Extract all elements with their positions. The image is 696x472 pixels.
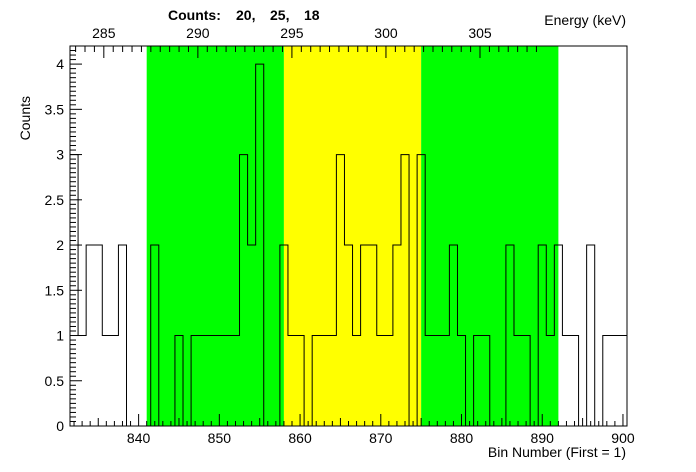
counts-value-3: 18: [304, 7, 320, 23]
y-tick-label: 2.5: [45, 192, 65, 208]
highlight-regions: [146, 46, 559, 426]
top-tick-label: 305: [468, 25, 492, 41]
x-tick-label: 880: [450, 430, 474, 446]
x-tick-label: 860: [288, 430, 312, 446]
x-axis-label: Bin Number (First = 1): [488, 444, 626, 460]
y-tick-label: 2: [56, 237, 64, 253]
top-tick-label: 300: [374, 25, 398, 41]
y-tick-label: 0.5: [45, 373, 65, 389]
top-tick-label: 295: [280, 25, 304, 41]
region-2: [283, 46, 422, 426]
top-tick-label: 285: [92, 25, 116, 41]
y-tick-label: 3: [56, 147, 64, 163]
y-tick-label: 1.5: [45, 282, 65, 298]
x-tick-label: 900: [611, 430, 635, 446]
axis-ticks: [70, 45, 624, 427]
y-tick-label: 0: [56, 418, 64, 434]
y-tick-label: 4: [56, 56, 64, 72]
counts-label: Counts:: [168, 7, 221, 23]
x-tick-label: 870: [369, 430, 393, 446]
x-tick-label: 890: [531, 430, 555, 446]
top-tick-label: 290: [186, 25, 210, 41]
top-axis-label: Energy (keV): [544, 12, 626, 28]
y-tick-label: 1: [56, 328, 64, 344]
x-tick-label: 840: [127, 430, 151, 446]
x-tick-label: 850: [208, 430, 232, 446]
region-1: [146, 46, 284, 426]
counts-value-1: 20,: [236, 7, 255, 23]
axis-tick-labels: 840 850 860 870 880 890 900 0 0.5 1 1.5 2 2.5 3 3.5 4 28…: [45, 25, 635, 446]
y-tick-label: 3.5: [45, 101, 65, 117]
y-axis-label: Counts: [17, 96, 33, 140]
counts-value-2: 25,: [270, 7, 289, 23]
